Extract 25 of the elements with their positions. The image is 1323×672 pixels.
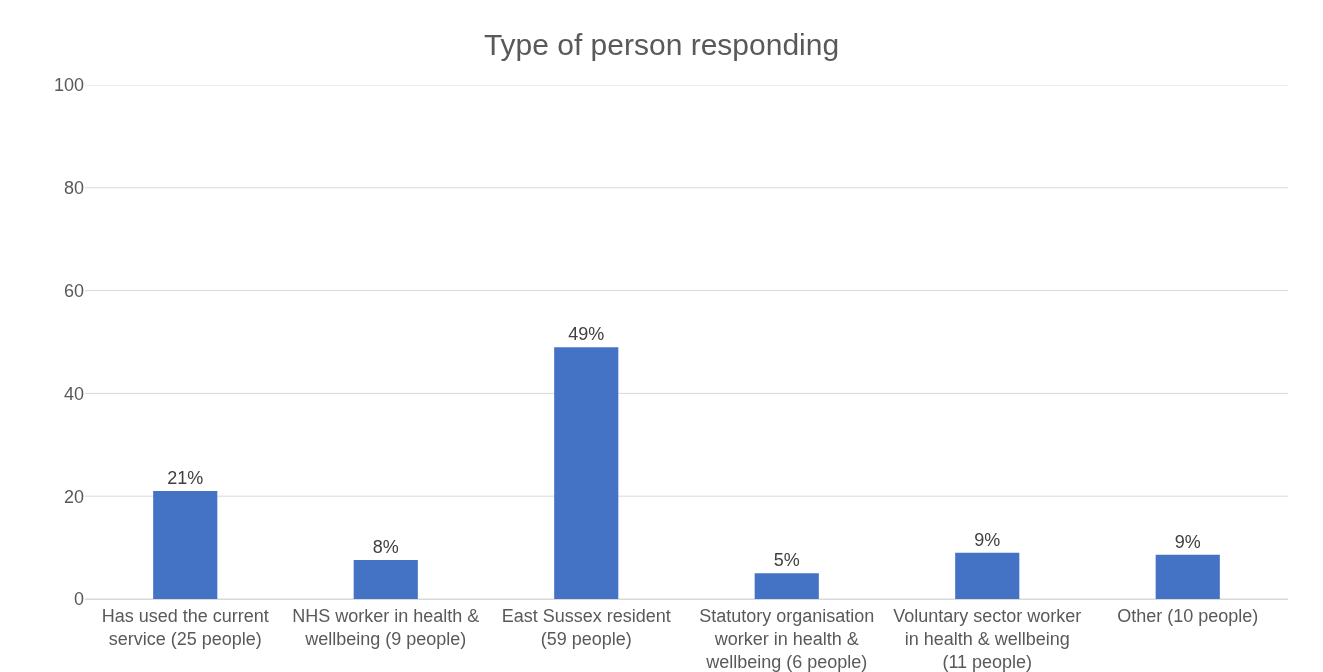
data-label: 9% [1174, 531, 1201, 552]
y-tick-label: 80 [63, 178, 84, 199]
x-tick-label: Other (10 people) [1117, 605, 1259, 626]
data-label: 49% [568, 324, 605, 345]
x-tick-label: NHS worker in health & wellbeing (9 people) [292, 605, 480, 649]
bar [153, 491, 218, 599]
chart-title: Type of person responding [483, 27, 840, 61]
data-label: 5% [773, 550, 800, 571]
y-tick-label: 60 [63, 280, 84, 301]
x-tick-label: Has used the current service (25 people) [101, 605, 269, 649]
x-tick-label: Voluntary sector worker in health & wellbeing (11 people) [893, 605, 1082, 672]
bar [955, 552, 1020, 599]
y-tick-label: 100 [53, 75, 84, 96]
y-tick-label: 40 [63, 383, 84, 404]
bar [754, 573, 819, 599]
data-label: 8% [372, 536, 399, 557]
bar [353, 559, 418, 599]
y-tick-label: 20 [63, 486, 84, 507]
x-tick-label: Statutory organisation worker in health & wellbeing (6 people) [699, 605, 875, 672]
data-label: 9% [974, 529, 1001, 550]
x-tick-label: East Sussex resident (59 people) [501, 605, 671, 649]
bar [554, 347, 619, 599]
data-label: 21% [167, 468, 204, 489]
y-tick-label: 0 [73, 589, 84, 610]
bar [1155, 554, 1220, 599]
